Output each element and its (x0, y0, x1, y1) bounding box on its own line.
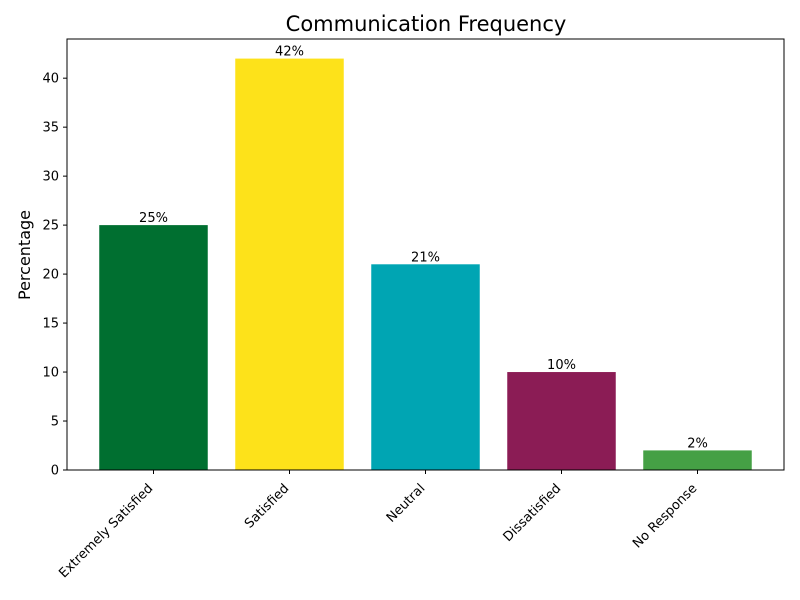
x-tick-label: Neutral (384, 481, 429, 526)
data-label: 21% (411, 250, 440, 265)
y-tick-label: 5 (51, 415, 59, 430)
x-tick-label: Extremely Satisfied (56, 481, 156, 581)
y-tick-label: 30 (42, 170, 59, 185)
bar (99, 225, 208, 470)
y-tick-label: 35 (42, 121, 59, 136)
data-label: 2% (687, 436, 708, 451)
chart-title: Communication Frequency (286, 12, 567, 36)
y-axis-label: Percentage (15, 210, 34, 300)
x-tick-label: No Response (630, 481, 700, 551)
data-label: 10% (547, 358, 576, 373)
bar (235, 58, 344, 470)
data-labels-group: 25% 42% 21% 10% 2% (139, 45, 708, 452)
x-axis-ticks: Extremely Satisfied Satisfied Neutral Dissa… (56, 470, 700, 581)
data-label: 25% (139, 211, 168, 226)
bar (643, 450, 752, 470)
y-tick-label: 0 (51, 464, 59, 479)
y-tick-label: 10 (42, 366, 59, 381)
y-tick-label: 40 (42, 72, 59, 87)
bar (371, 264, 480, 470)
y-axis-ticks: 0 5 10 15 20 25 30 35 40 (42, 72, 67, 479)
x-tick-label: Satisfied (242, 481, 292, 531)
y-tick-label: 20 (42, 268, 59, 283)
plot-frame (66, 38, 785, 471)
bar (507, 372, 616, 470)
y-tick-label: 25 (42, 219, 59, 234)
data-label: 42% (275, 45, 304, 60)
bars-group (99, 58, 752, 470)
x-tick-label: Dissatisfied (501, 481, 565, 545)
y-tick-label: 15 (42, 317, 59, 332)
